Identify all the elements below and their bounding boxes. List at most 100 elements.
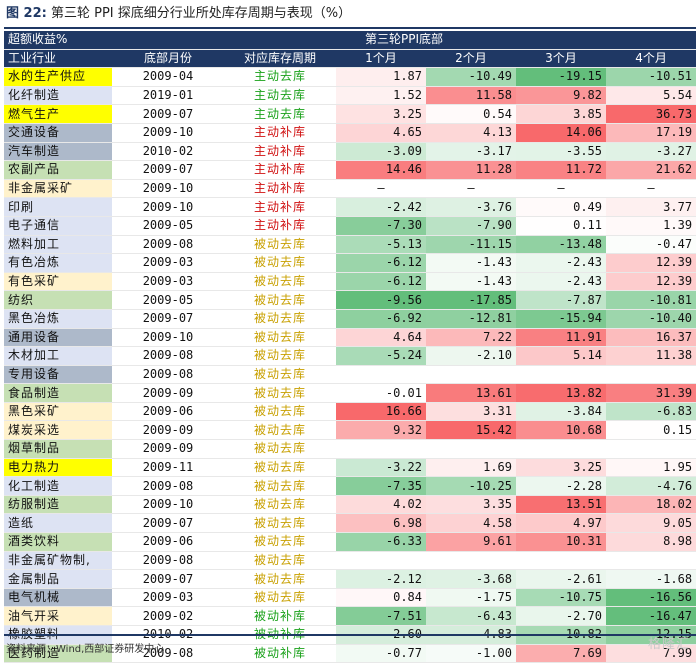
industry-cell: 交通设备 — [4, 123, 112, 143]
value-cell-4m: 9.05 — [606, 513, 697, 534]
industry-cell: 化工制造 — [4, 476, 112, 496]
value-cell-3m: 4.97 — [516, 513, 606, 534]
inventory-cycle-cell: 被动去库 — [224, 532, 336, 552]
value-cell-1m: – — [336, 179, 426, 199]
value-cell-4m: 17.19 — [606, 123, 697, 143]
table-row: 纺织 2009-05 被动去库 -9.56 -17.85 -7.87 -10.81 — [4, 290, 697, 310]
table-row: 有色冶炼 2009-03 被动去库 -6.12 -1.43 -2.43 12.39 — [4, 253, 697, 273]
col-header-2m: 2个月 — [426, 49, 516, 69]
value-cell-1m: 3.25 — [336, 104, 426, 124]
bottom-month-cell: 2009-11 — [112, 458, 224, 478]
col-header-industry: 工业行业 — [4, 49, 112, 69]
industry-cell: 专用设备 — [4, 365, 112, 385]
value-cell-1m: -5.24 — [336, 346, 426, 366]
value-cell-3m: 10.31 — [516, 532, 606, 552]
industry-cell: 造纸 — [4, 513, 112, 534]
bottom-month-cell: 2009-07 — [112, 160, 224, 180]
bottom-month-cell: 2009-03 — [112, 253, 224, 273]
value-cell-3m: -7.87 — [516, 290, 606, 310]
value-cell-2m: -3.68 — [426, 569, 516, 589]
value-cell-2m — [426, 551, 516, 571]
bottom-month-cell: 2009-07 — [112, 309, 224, 329]
inventory-cycle-cell: 被动去库 — [224, 569, 336, 589]
industry-cell: 纺服制造 — [4, 495, 112, 515]
value-cell-3m: 0.11 — [516, 216, 606, 236]
value-cell-4m: -10.81 — [606, 290, 697, 310]
table-row: 造纸 2009-07 被动去库 6.98 4.58 4.97 9.05 — [4, 513, 697, 534]
value-cell-1m — [336, 551, 426, 571]
table-row: 非金属采矿 2009-10 主动补库 – – – – — [4, 179, 697, 199]
value-cell-4m: -0.47 — [606, 235, 697, 255]
value-cell-4m: 5.54 — [606, 86, 697, 106]
value-cell-2m: 3.35 — [426, 495, 516, 515]
bottom-month-cell: 2009-09 — [112, 439, 224, 459]
value-cell-1m: -6.92 — [336, 309, 426, 329]
industry-cell: 煤炭采选 — [4, 420, 112, 441]
value-cell-1m — [336, 439, 426, 459]
table-row: 交通设备 2009-10 主动补库 4.65 4.13 14.06 17.19 — [4, 123, 697, 143]
value-cell-4m: 18.02 — [606, 495, 697, 515]
figure-title-text: 第三轮 PPI 探底细分行业所处库存周期与表现（%） — [50, 6, 352, 21]
industry-cell: 木材加工 — [4, 346, 112, 366]
value-cell-3m: -3.84 — [516, 402, 606, 422]
table-row: 水的生产供应 2009-04 主动去库 1.87 -10.49 -19.15 -10.51 — [4, 67, 697, 87]
value-cell-2m: -3.76 — [426, 197, 516, 217]
value-cell-3m: -19.15 — [516, 67, 606, 87]
table-row: 化纤制造 2019-01 主动去库 1.52 11.58 9.82 5.54 — [4, 86, 697, 106]
table-row: 电气机械 2009-03 被动去库 0.84 -1.75 -10.75 -16.56 — [4, 588, 697, 608]
value-cell-3m: 13.51 — [516, 495, 606, 515]
value-cell-2m: -12.81 — [426, 309, 516, 329]
bottom-month-cell: 2009-08 — [112, 235, 224, 255]
inventory-cycle-cell: 被动去库 — [224, 588, 336, 608]
value-cell-3m: 3.25 — [516, 458, 606, 478]
inventory-cycle-cell: 主动补库 — [224, 160, 336, 180]
value-cell-2m: -10.25 — [426, 476, 516, 496]
value-cell-1m: 14.46 — [336, 160, 426, 180]
value-cell-2m: -1.00 — [426, 644, 516, 663]
value-cell-1m: -0.01 — [336, 383, 426, 403]
value-cell-4m: 31.39 — [606, 383, 697, 403]
inventory-cycle-cell: 被动去库 — [224, 290, 336, 310]
bottom-month-cell: 2009-09 — [112, 383, 224, 403]
industry-cell: 医药制造 — [4, 644, 112, 663]
value-cell-1m: 4.02 — [336, 495, 426, 515]
value-cell-1m: -9.56 — [336, 290, 426, 310]
value-cell-2m — [426, 365, 516, 385]
value-cell-1m: 0.84 — [336, 588, 426, 608]
inventory-cycle-cell: 主动补库 — [224, 197, 336, 217]
inventory-cycle-cell: 被动去库 — [224, 309, 336, 329]
value-cell-3m: -2.43 — [516, 272, 606, 292]
value-cell-4m: 1.95 — [606, 458, 697, 478]
inventory-cycle-cell: 被动去库 — [224, 365, 336, 385]
value-cell-3m: -2.28 — [516, 476, 606, 496]
table-row: 专用设备 2009-08 被动去库 — [4, 365, 697, 385]
value-cell-1m: -7.51 — [336, 606, 426, 626]
value-cell-2m — [426, 439, 516, 459]
industry-cell: 黑色采矿 — [4, 402, 112, 422]
table-row: 酒类饮料 2009-06 被动去库 -6.33 9.61 10.31 8.98 — [4, 532, 697, 552]
bottom-month-cell: 2009-09 — [112, 420, 224, 441]
value-cell-3m: -13.48 — [516, 235, 606, 255]
bottom-month-cell: 2009-05 — [112, 290, 224, 310]
value-cell-4m: -6.83 — [606, 402, 697, 422]
value-cell-4m: -3.27 — [606, 142, 697, 162]
table-row: 油气开采 2009-02 被动补库 -7.51 -6.43 -2.70 -16.47 — [4, 606, 697, 626]
industry-cell: 汽车制造 — [4, 142, 112, 162]
value-cell-3m — [516, 365, 606, 385]
industry-cell: 电力热力 — [4, 458, 112, 478]
source-note: 资料来源：Wind,西部证券研发中心 — [6, 644, 165, 655]
table-row: 黑色采矿 2009-06 被动去库 16.66 3.31 -3.84 -6.83 — [4, 402, 697, 422]
industry-cell: 化纤制造 — [4, 86, 112, 106]
bottom-month-cell: 2009-05 — [112, 216, 224, 236]
bottom-month-cell: 2009-10 — [112, 328, 224, 348]
value-cell-4m: -16.56 — [606, 588, 697, 608]
industry-cell: 金属制品 — [4, 569, 112, 589]
value-cell-2m: 15.42 — [426, 420, 516, 441]
value-cell-4m: 3.77 — [606, 197, 697, 217]
inventory-cycle-cell: 被动去库 — [224, 476, 336, 496]
value-cell-1m: 4.64 — [336, 328, 426, 348]
bottom-month-cell: 2009-08 — [112, 365, 224, 385]
value-cell-1m: -3.09 — [336, 142, 426, 162]
value-cell-4m — [606, 551, 697, 571]
industry-cell: 有色采矿 — [4, 272, 112, 292]
